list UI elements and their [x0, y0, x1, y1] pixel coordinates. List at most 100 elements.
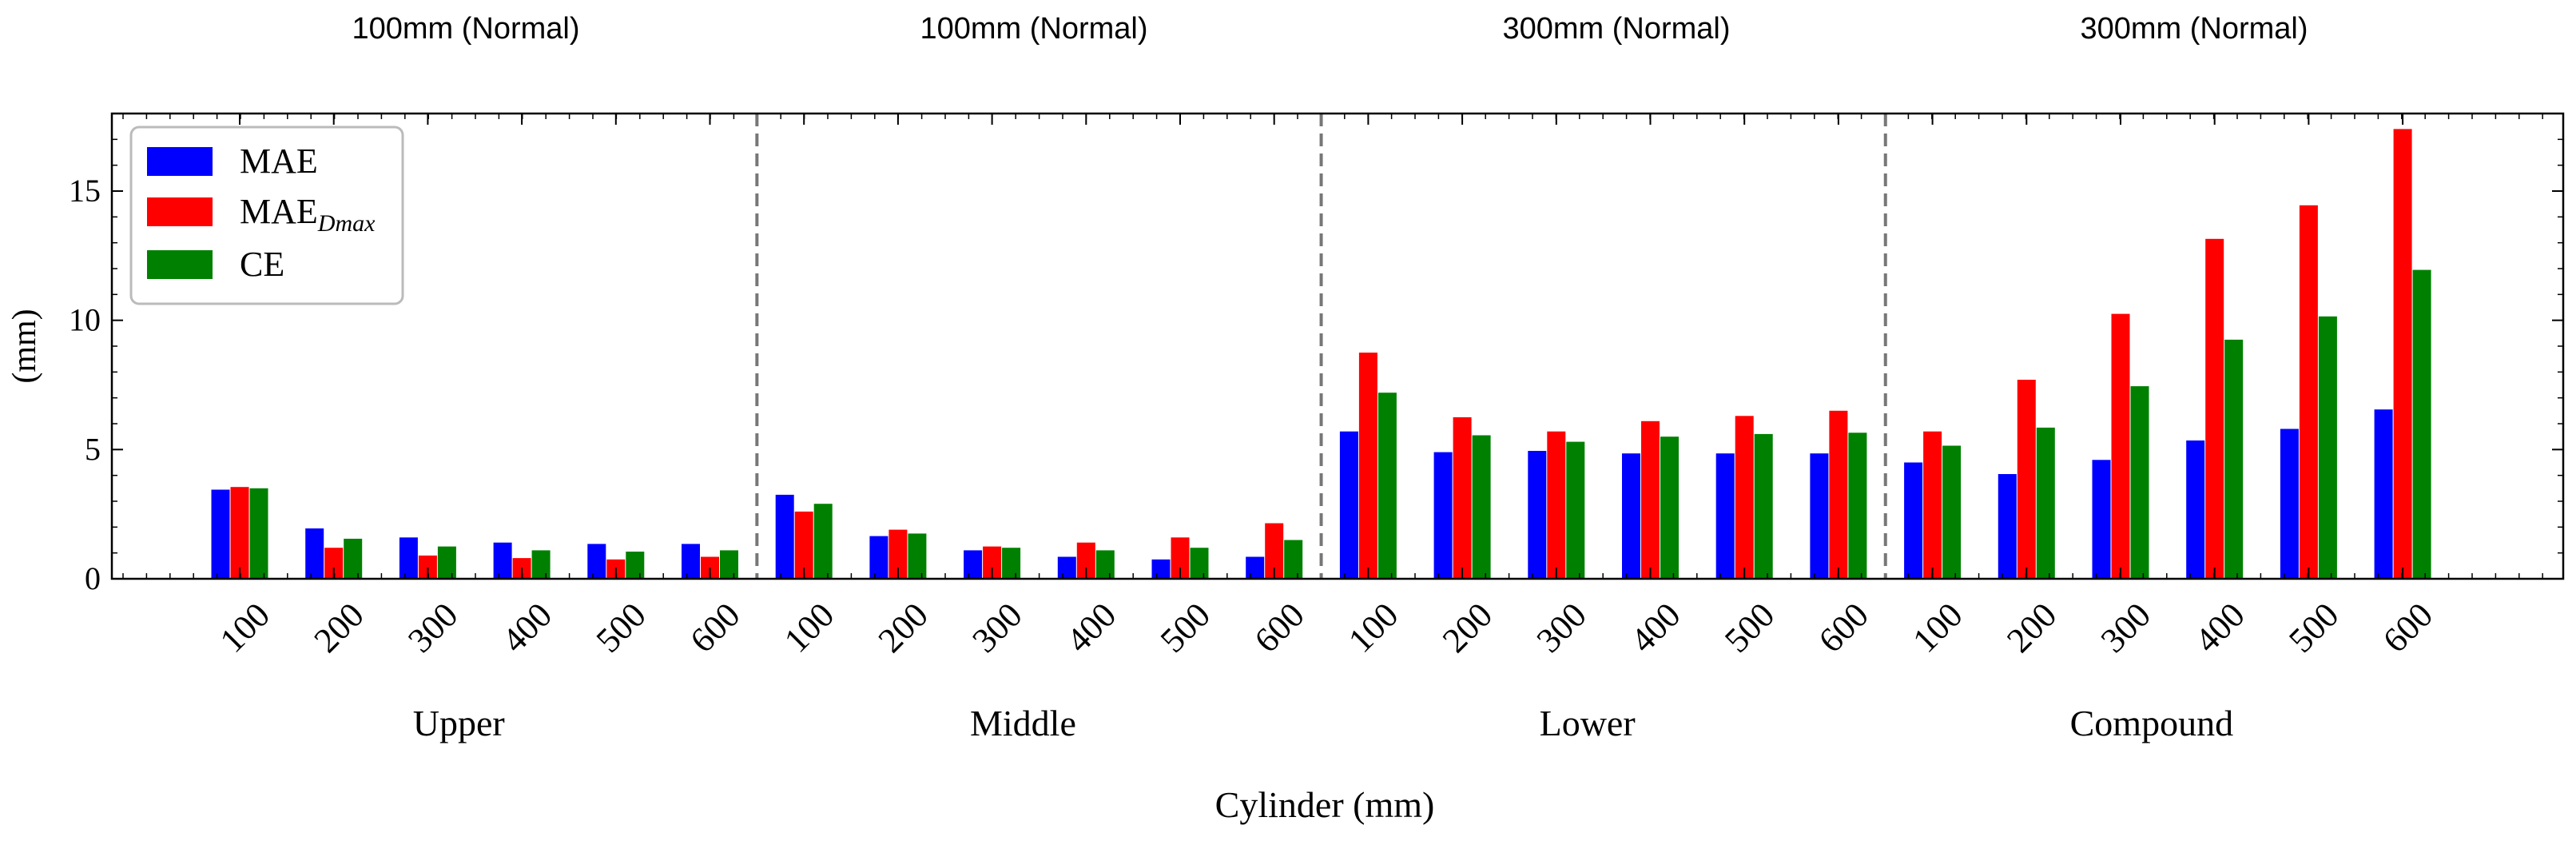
bar-ce	[249, 488, 268, 579]
x-tick-label: 500	[1153, 595, 1218, 660]
panel-dividers	[755, 114, 1887, 579]
bar-mae-dmax	[1735, 416, 1754, 579]
bar-mae-dmax	[794, 511, 813, 579]
x-tick-label: 200	[1435, 595, 1500, 660]
x-tick-label: 200	[1999, 595, 2064, 660]
legend-swatch	[147, 250, 213, 279]
y-axis-label: (mm)	[6, 309, 43, 383]
bar-mae	[2092, 460, 2111, 579]
bar-mae	[869, 536, 888, 579]
x-tick-label: 600	[682, 595, 747, 660]
x-tick-label: 300	[2093, 595, 2158, 660]
x-tick-label: 400	[1059, 595, 1123, 660]
bar-mae	[1151, 559, 1171, 580]
bar-ce	[720, 550, 738, 579]
bar-mae-dmax	[2299, 205, 2318, 579]
bar-mae-dmax	[1358, 353, 1377, 579]
legend: MAE MAEDmax CE	[129, 126, 404, 305]
bar-ce	[437, 546, 456, 579]
x-axis-label: Cylinder (mm)	[1215, 784, 1435, 825]
legend-label: MAEDmax	[240, 192, 376, 237]
bar-mae	[1246, 556, 1265, 579]
legend-label: CE	[240, 245, 284, 284]
bar-mae	[305, 528, 324, 579]
legend-swatch	[147, 147, 213, 176]
bar-mae	[211, 489, 230, 579]
bar-ce	[344, 538, 363, 579]
x-tick-label: 100	[777, 595, 841, 660]
bar-ce	[1284, 540, 1303, 579]
bar-ce	[626, 552, 645, 579]
legend-swatch	[147, 197, 213, 226]
legend-label-subscript: Dmax	[317, 210, 376, 237]
bar-mae	[1904, 462, 1923, 579]
bar-mae-dmax	[1265, 523, 1284, 579]
bar-mae	[775, 494, 794, 579]
bar-mae	[1339, 431, 1358, 579]
bar-ce	[531, 550, 551, 579]
panel-title: 100mm (Normal)	[352, 12, 579, 46]
bar-ce	[2318, 316, 2337, 579]
bar-mae-dmax	[2393, 129, 2412, 579]
x-tick-label: 400	[2188, 595, 2252, 660]
bar-ce	[1472, 435, 1491, 579]
legend-label: MAE	[240, 141, 318, 181]
bar-ce	[2412, 269, 2431, 579]
x-tick-label: 400	[495, 595, 559, 660]
group-label: Compound	[2070, 703, 2233, 743]
bar-ce	[2036, 427, 2055, 579]
bar-mae-dmax	[983, 546, 1002, 579]
group-label: Middle	[970, 703, 1076, 743]
bar-ce	[1190, 548, 1209, 579]
bar-mae-dmax	[1829, 410, 1848, 579]
y-tick-label: 10	[69, 302, 101, 338]
bar-mae-dmax	[1453, 417, 1472, 579]
bar-ce	[1942, 445, 1962, 579]
bar-mae	[964, 550, 983, 579]
x-tick-label: 300	[400, 595, 465, 660]
bar-ce	[1566, 441, 1585, 579]
bar-mae-dmax	[1547, 431, 1566, 579]
bar-mae-dmax	[888, 529, 908, 579]
x-tick-label: 600	[2375, 595, 2440, 660]
bar-mae	[587, 544, 606, 579]
bar-mae-dmax	[324, 548, 344, 579]
x-tick-label: 500	[589, 595, 654, 660]
bar-mae-dmax	[1923, 431, 1942, 579]
bar-ce	[1377, 393, 1397, 579]
bar-ce	[2224, 339, 2244, 579]
bar-mae	[2280, 428, 2299, 579]
axis-labels: 100 200 300 400 500 600 Upper 100 200 300 400 500 60…	[6, 309, 2440, 825]
bar-ce	[1095, 550, 1115, 579]
x-tick-label: 100	[1341, 595, 1405, 660]
x-tick-label: 300	[964, 595, 1029, 660]
x-tick-label: 300	[1529, 595, 1594, 660]
x-tick-label: 600	[1811, 595, 1876, 660]
bar-mae	[1810, 453, 1829, 579]
plot-frame	[110, 112, 2565, 580]
bar-mae-dmax	[1641, 420, 1660, 579]
x-tick-label: 100	[1905, 595, 1970, 660]
bar-mae	[493, 542, 512, 579]
x-tick-label: 400	[1623, 595, 1688, 660]
bar-ce	[1754, 433, 1773, 579]
x-tick-label: 500	[2281, 595, 2346, 660]
bar-mae	[2374, 409, 2393, 579]
y-tick-label: 5	[85, 431, 101, 467]
bar-mae	[1433, 452, 1453, 579]
bar-mae-dmax	[2205, 238, 2224, 579]
x-tick-label: 100	[213, 595, 277, 660]
bar-mae	[1998, 474, 2017, 579]
bar-ce	[813, 504, 833, 579]
group-label: Upper	[413, 703, 505, 743]
bar-mae-dmax	[2017, 380, 2036, 579]
y-tick-label: 0	[85, 560, 101, 596]
bar-mae	[682, 544, 700, 579]
panel-title: 300mm (Normal)	[2080, 12, 2308, 46]
bar-ce	[1002, 548, 1021, 579]
x-tick-label: 200	[871, 595, 936, 660]
bar-mae	[1622, 453, 1640, 579]
bar-ce	[1660, 436, 1679, 579]
x-tick-label: 600	[1247, 595, 1312, 660]
